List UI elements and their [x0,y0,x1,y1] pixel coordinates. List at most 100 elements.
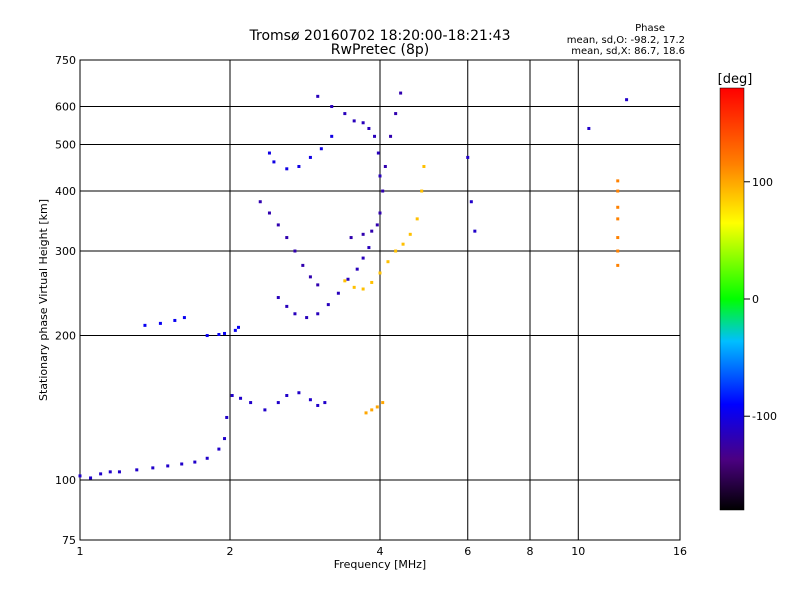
data-point [616,236,620,240]
colorbar [719,87,745,511]
y-axis-ticks: 75 100 200 300 400 500 600 750 [55,54,76,547]
data-point [408,232,412,236]
data-point [364,411,368,415]
data-point [375,223,379,227]
data-point [352,119,356,123]
data-point [399,91,403,95]
y-tick-label: 500 [55,139,76,152]
y-tick-label: 300 [55,245,76,258]
data-point [158,321,162,325]
data-point [370,229,374,233]
data-point [285,236,289,240]
data-point [625,98,629,102]
data-point [473,229,477,233]
data-point [367,126,371,130]
y-axis-label: Stationary phase Virtual Height [km] [37,199,50,401]
x-tick-label: 16 [673,545,687,558]
x-tick-label: 10 [571,545,585,558]
data-point [422,164,426,168]
data-point [373,134,377,138]
data-point [616,189,620,193]
x-tick-label: 6 [464,545,471,558]
data-point [355,267,359,271]
data-point [193,460,197,464]
data-point [89,476,93,480]
data-point [263,408,267,412]
data-point [394,112,398,116]
data-point [223,331,227,335]
data-point [316,403,320,407]
data-point [378,174,382,178]
data-point [401,242,405,246]
data-point [316,312,320,316]
data-point [78,474,82,478]
data-point [469,200,473,204]
data-point [285,304,289,308]
data-point [370,280,374,284]
data-point [308,398,312,402]
data-point [376,151,380,155]
data-point [108,470,112,474]
phase-stats-o: mean, sd,O: -98.2, 17.2 [566,35,685,46]
data-point [346,277,350,281]
data-point [267,151,271,155]
data-point [173,318,177,322]
data-point [217,332,221,336]
data-point [370,408,374,412]
x-axis-label: Frequency [MHz] [334,558,426,571]
data-point [143,323,147,327]
colorbar-tick-label: 100 [752,176,773,189]
data-point [285,394,289,398]
data-point [616,249,620,253]
data-point [308,155,312,159]
data-point [378,271,382,275]
data-point [381,189,385,193]
data-point [616,179,620,183]
x-axis-ticks: 1 2 4 6 8 10 16 [77,545,688,558]
data-point [343,112,347,116]
data-point [361,256,365,260]
data-point [415,217,419,221]
colorbar-tick-label: -100 [752,410,777,423]
data-point [217,447,221,451]
x-tick-label: 2 [227,545,234,558]
data-point [587,126,591,130]
colorbar-ticks: 100 0 -100 [744,176,777,423]
data-point [249,401,253,405]
chart-title: Tromsø 20160702 18:20:00-18:21:43 [249,28,511,44]
y-tick-label: 600 [55,101,76,114]
data-point [135,468,139,472]
data-point [293,249,297,253]
data-point [267,211,271,215]
y-tick-label: 100 [55,474,76,487]
data-point [182,316,186,320]
data-point [316,283,320,287]
data-point [319,147,323,151]
data-point [225,415,229,419]
y-tick-label: 200 [55,330,76,343]
data-point [389,134,393,138]
chart-subtitle: RwPretec (8p) [330,42,430,58]
data-point [367,246,371,250]
data-point [230,394,234,398]
phase-stats-x: mean, sd,X: 86.7, 18.6 [571,46,685,57]
data-point [616,205,620,209]
data-point [349,236,353,240]
data-point [361,121,365,125]
y-tick-label: 75 [62,534,76,547]
colorbar-unit-label: [deg] [718,72,753,87]
data-point [352,285,356,289]
data-point [276,223,280,227]
data-point [386,260,390,264]
data-point [361,287,365,291]
data-point [343,279,347,283]
data-point [301,263,305,267]
data-point [166,464,170,468]
data-point [297,391,301,395]
data-point [276,296,280,300]
data-point [285,167,289,171]
data-point [330,105,334,109]
data-point [205,456,209,460]
x-tick-label: 1 [77,545,84,558]
data-point [236,325,240,329]
